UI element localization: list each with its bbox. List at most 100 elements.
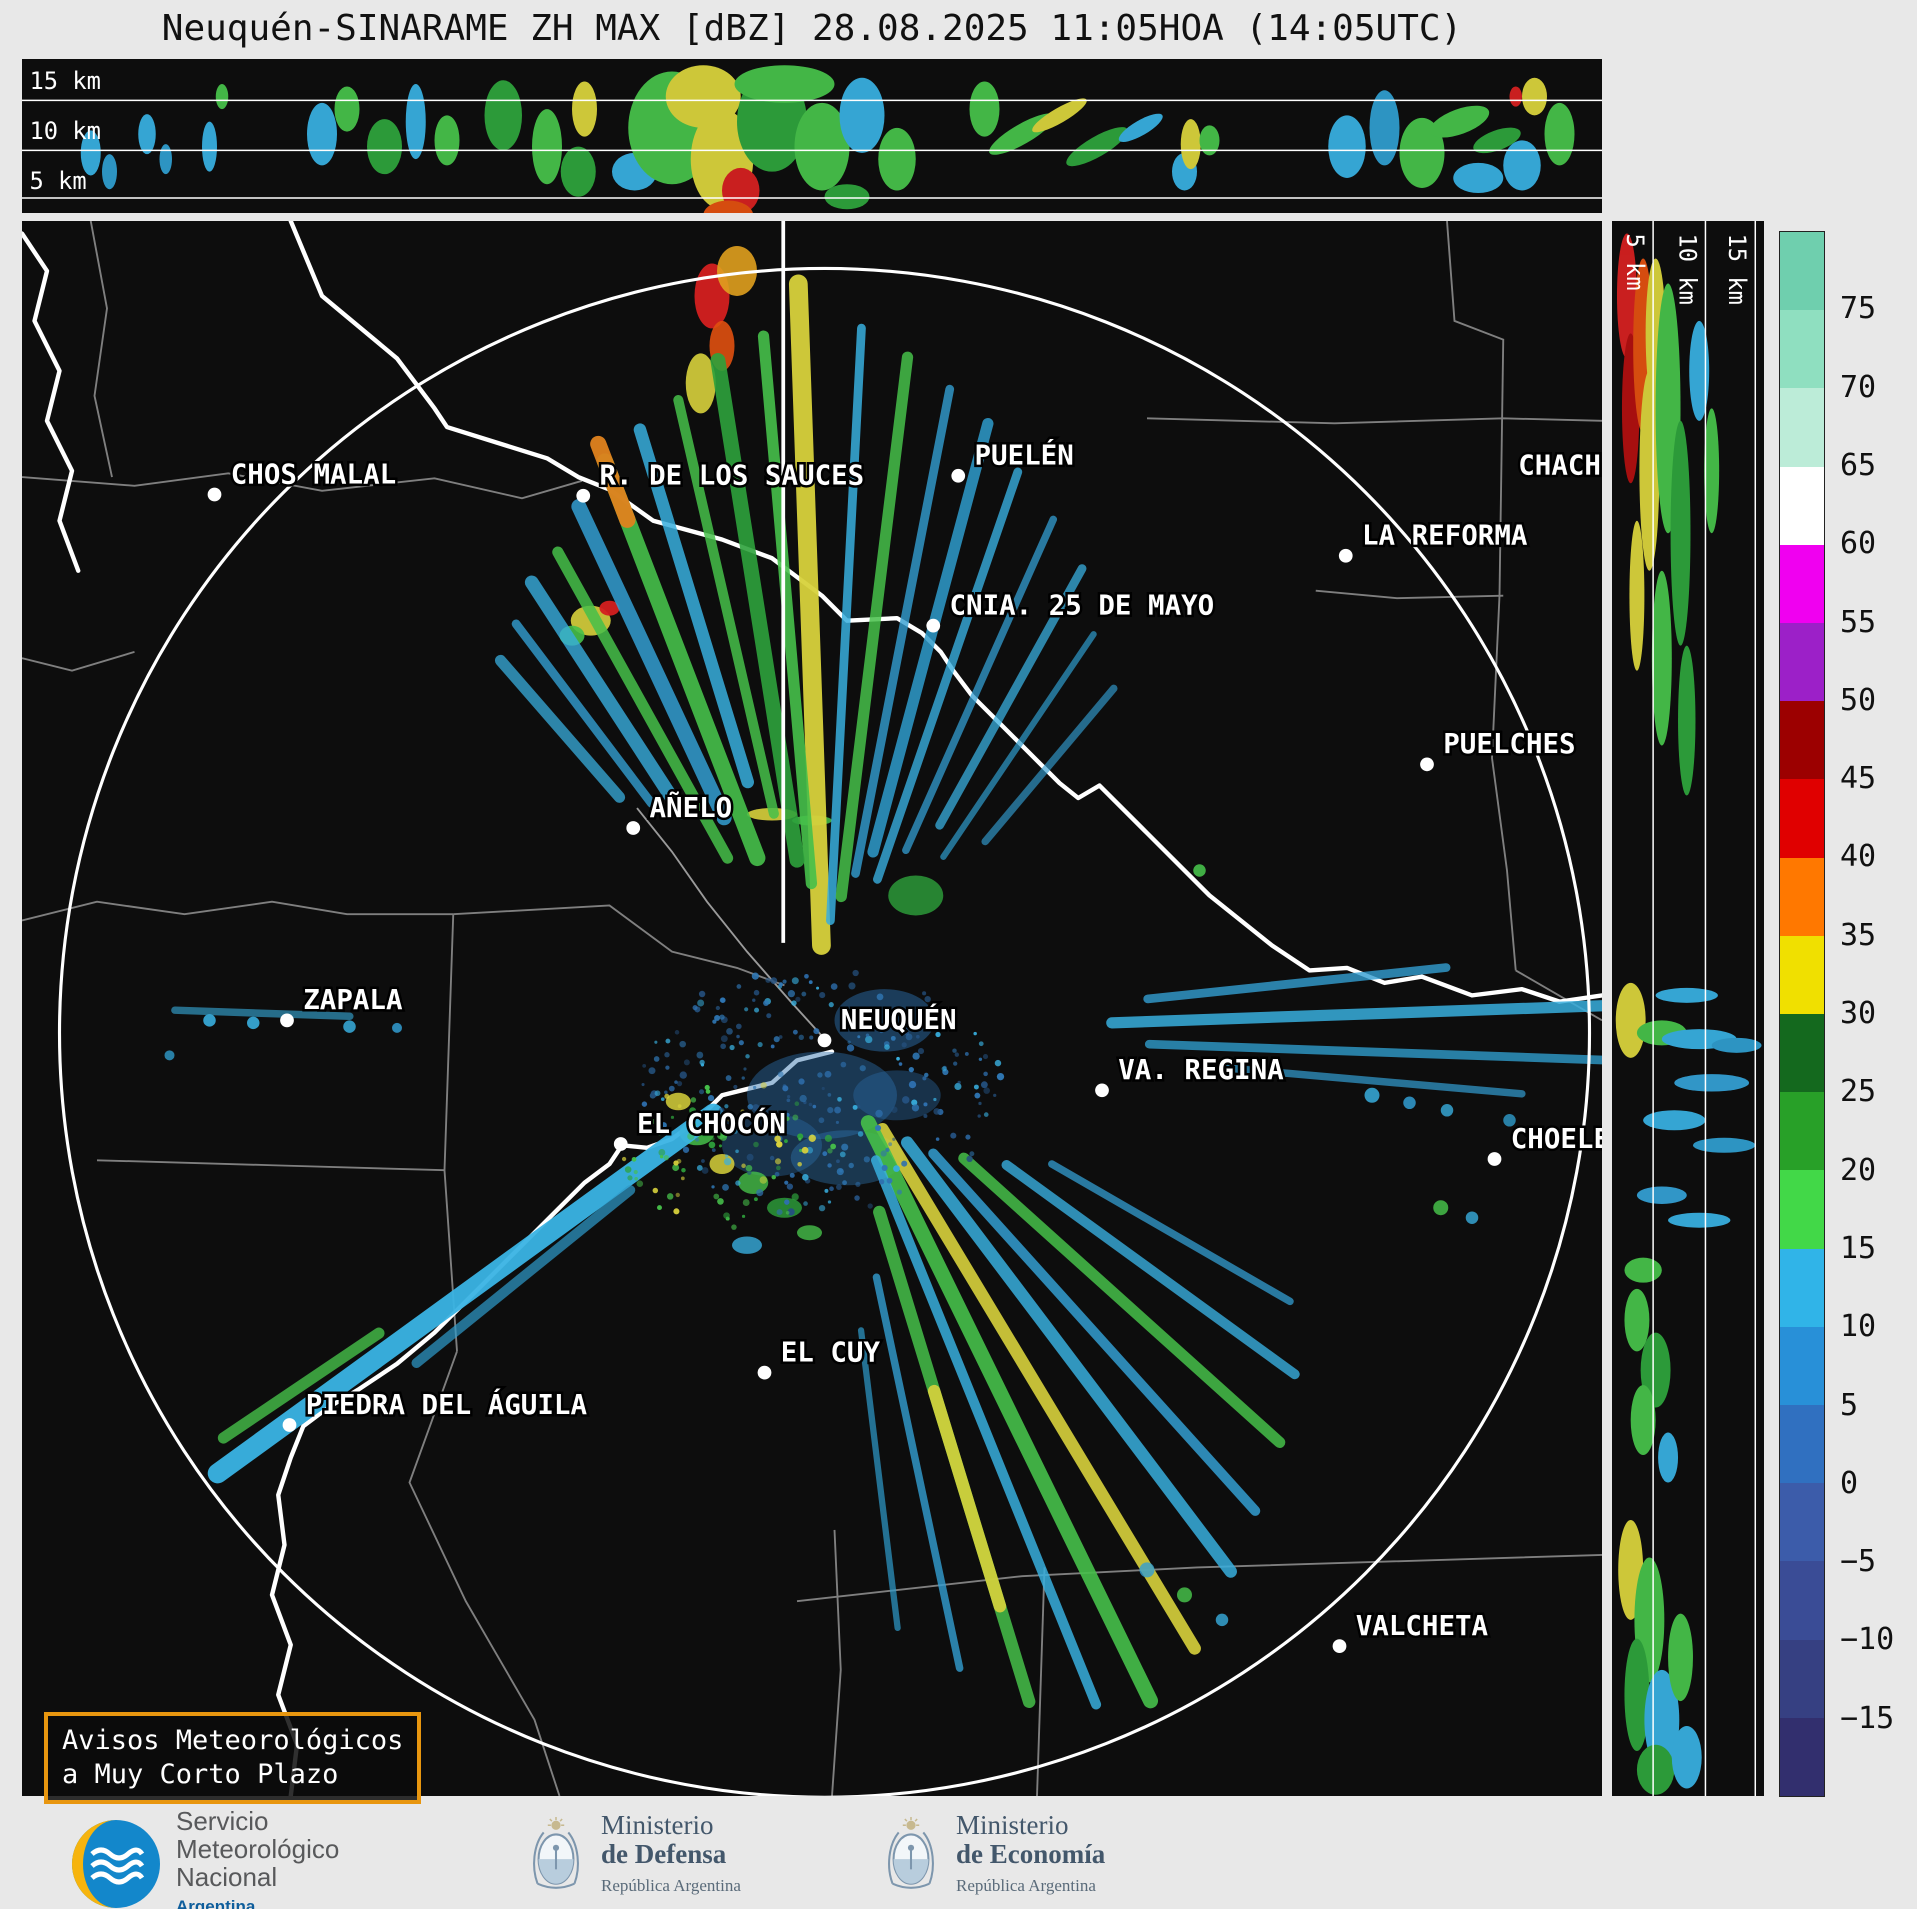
colorbar-segment [1780,1170,1824,1249]
radar-echo-dots [164,864,1516,1627]
right-cross-section-plot: 5 km 10 km 15 km [1615,221,1762,1796]
city-label: NEUQUÉN [841,1002,957,1036]
city-dot [757,1365,772,1380]
height-label-5km: 5 km [30,167,87,195]
radar-map-panel: CHOS MALAL R. DE LOS SAUCES PUELÉN CHACH LA … [22,221,1602,1796]
city-label: CHOS MALAL [231,458,396,490]
ministerio-economia-block: Ministerio de Economía República Argenti… [880,1811,1105,1900]
city-label: CHACH [1518,450,1601,482]
colorbar-tick-label: 15 [1840,1230,1877,1266]
economia-line1: Ministerio [956,1810,1069,1840]
colorbar-tick-label: −5 [1840,1544,1877,1580]
colorbar-segment [1780,935,1824,1015]
city-label: VA. REGINA [1118,1054,1284,1086]
colorbar-tick-label: 45 [1840,761,1877,797]
height-gridlines [22,99,1602,199]
colorbar-tick-label: 10 [1840,1309,1877,1345]
colorbar-tick-label: 5 [1840,1387,1859,1423]
smn-logo [72,1820,160,1908]
city-dot [1487,1152,1502,1166]
colorbar-segment [1780,1405,1824,1484]
city-dot [626,821,641,835]
radar-echo-spokes [171,274,1602,1710]
city-label: R. DE LOS SAUCES [600,460,865,492]
colorbar-segment [1780,1561,1824,1640]
colorbar-segment [1780,857,1824,936]
colorbar-tick-label: 0 [1840,1465,1859,1501]
colorbar-tick-label: 70 [1840,369,1877,405]
dbz-colorbar-ticks: 75 70 65 60 55 50 45 40 35 30 25 20 15 10 5 0 −5 −10 −15 [1834,231,1917,1797]
colorbar-segment [1780,1639,1824,1718]
colorbar-tick-label: 20 [1840,1152,1877,1188]
colorbar-tick-label: 25 [1840,1074,1877,1110]
radar-echo-blobs [559,245,944,1254]
colorbar-tick-label: 40 [1840,839,1877,875]
ministerio-defensa-block: Ministerio de Defensa República Argentin… [525,1811,741,1900]
smn-country: Argentina [176,1897,256,1909]
city-dot [576,488,591,503]
colorbar-segment [1780,701,1824,780]
colorbar-segment [1780,544,1824,624]
colorbar-tick-label: 60 [1840,526,1877,562]
cordillera-line [22,231,81,573]
city-label: EL CUY [781,1336,881,1368]
colorbar-segment [1780,1326,1824,1406]
city-label: PUELÉN [975,438,1074,472]
colorbar-segment [1780,310,1824,389]
city-label: LA REFORMA [1362,520,1528,552]
height-gridlines [1652,221,1757,1796]
smn-name-line2: Meteorológico [176,1834,340,1864]
right-cross-section-panel: 5 km 10 km 15 km [1612,221,1764,1796]
alert-line-2: a Muy Corto Plazo [62,1759,339,1790]
height-label-5km: 5 km [1621,233,1649,290]
city-markers-layer: CHOS MALAL R. DE LOS SAUCES PUELÉN CHACH LA … [207,435,1602,1653]
city-dot [951,468,966,483]
colorbar-segment [1780,466,1824,545]
city-dot [926,618,941,633]
city-dot [282,1418,297,1432]
city-dot [613,1137,628,1151]
rio-colorado [288,221,1602,1004]
city-label: CNIA. 25 DE MAYO [950,589,1215,621]
smn-name-line1: Servicio [176,1806,269,1836]
height-label-10km: 10 km [1673,233,1701,304]
colorbar-tick-label: −15 [1840,1700,1895,1736]
top-cross-section-plot: 15 km 10 km 5 km [22,65,1602,213]
colorbar-tick-label: 50 [1840,682,1877,718]
alerts-overlay-button[interactable]: Avisos Meteorológicos a Muy Corto Plazo [44,1712,422,1804]
right-profile-echoes [1615,233,1762,1795]
defensa-line1: Ministerio [601,1810,714,1840]
colorbar-segment [1780,232,1824,311]
smn-logo-block: Servicio Meteorológico Nacional Argentin… [70,1807,339,1909]
city-label: CHOELE [1511,1123,1602,1155]
smn-name-line3: Nacional [176,1862,278,1892]
colorbar-segment [1780,1092,1824,1171]
radar-map: CHOS MALAL R. DE LOS SAUCES PUELÉN CHACH LA … [22,221,1602,1796]
dbz-colorbar [1779,231,1825,1797]
coat-of-arms-icon [888,1815,934,1889]
colorbar-segment [1780,1014,1824,1093]
city-dot [280,1013,294,1028]
radar-clutter-speckle [621,969,1005,1230]
colorbar-tick-label: 75 [1840,291,1877,327]
city-label: PIEDRA DEL ÁGUILA [306,1387,588,1421]
colorbar-segment [1780,1248,1824,1327]
economia-line2: de Economía [956,1839,1106,1869]
colorbar-segment [1780,623,1824,702]
height-label-15km: 15 km [1723,233,1751,304]
coat-of-arms-icon [533,1815,579,1889]
city-dot [1338,548,1353,563]
city-dot [1420,757,1434,772]
defensa-line3: República Argentina [601,1876,741,1895]
city-dot [1332,1639,1347,1653]
footer: Servicio Meteorológico Nacional Argentin… [0,1797,1917,1909]
alert-line-1: Avisos Meteorológicos [62,1725,404,1756]
colorbar-segment [1780,1717,1824,1797]
city-label: ZAPALA [303,984,403,1016]
colorbar-tick-label: −10 [1840,1622,1895,1658]
colorbar-tick-label: 55 [1840,604,1877,640]
colorbar-segment [1780,388,1824,467]
colorbar-tick-label: 35 [1840,917,1877,953]
colorbar-segment [1780,779,1824,858]
